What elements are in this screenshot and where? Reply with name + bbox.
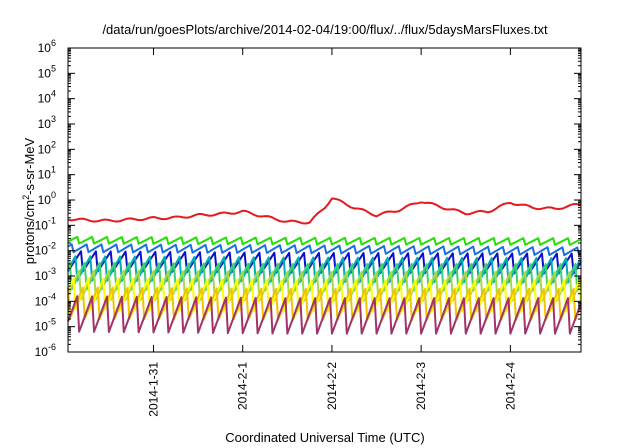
svg-text:protons/cm2-s-sr-MeV: protons/cm2-s-sr-MeV [21,137,37,264]
x-tick-label: 2014-2-2 [325,362,339,410]
x-axis-label: Coordinated Universal Time (UTC) [225,430,424,445]
flux-series-line [67,235,582,246]
y-tick-label: 10-4 [35,291,56,308]
y-tick-label: 104 [38,89,56,106]
chart-title: /data/run/goesPlots/archive/2014-02-04/1… [102,22,548,37]
y-tick-label: 10-3 [35,266,56,283]
flux-series-line [67,269,582,302]
y-tick-label: 103 [38,114,56,131]
flux-series-line [67,277,582,313]
y-axis-label-sup: 2 [21,195,31,200]
y-axis-label-tail: -s-sr-MeV [22,137,37,194]
y-tick-label: 100 [38,190,56,207]
x-tick-label: 2014-2-4 [503,362,517,410]
y-tick-label: 106 [38,38,56,55]
y-tick-label: 101 [38,165,56,182]
y-axis-label: protons/cm2-s-sr-MeV [21,137,37,264]
flux-series-line [67,197,582,225]
x-tick-label: 2014-2-3 [414,362,428,410]
y-tick-label: 10-6 [35,342,56,359]
plot-frame [67,47,582,353]
x-tick-label: 2014-2-1 [236,362,250,410]
flux-series-line [67,243,582,257]
y-tick-label: 10-5 [35,317,56,334]
y-tick-label: 10-1 [35,215,56,232]
flux-series-line [67,295,582,335]
y-tick-label: 10-2 [35,241,56,258]
x-axis-ticks: 2014-1-31 2014-2-1 2014-2-2 2014-2-3 2014-2-… [147,48,517,417]
y-tick-label: 102 [38,139,56,156]
flux-series-line [67,250,582,275]
y-tick-label: 105 [38,63,56,80]
plot-series-group [67,197,582,335]
y-axis-label-main: protons/cm [22,200,37,264]
x-tick-label: 2014-1-31 [147,362,161,417]
